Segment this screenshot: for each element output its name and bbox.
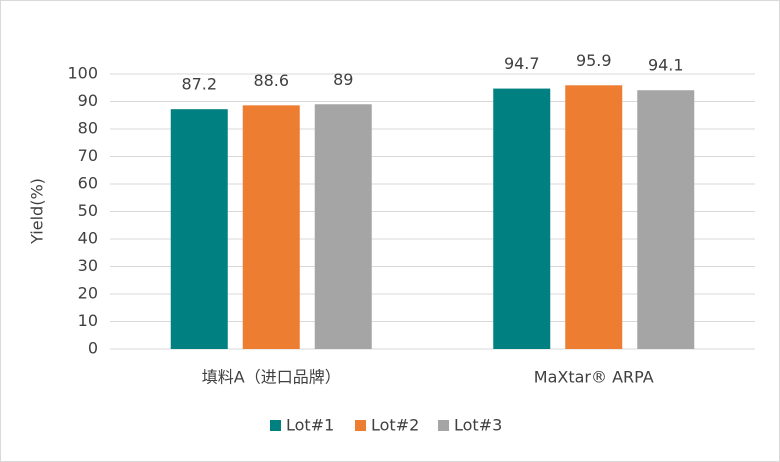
y-tick-label: 70 [78,146,98,165]
legend-label: Lot#2 [371,416,419,435]
legend-label: Lot#3 [454,416,502,435]
value-label: 94.1 [648,56,684,75]
value-label: 89 [333,70,353,89]
y-tick-label: 0 [88,339,98,358]
bar [493,88,551,349]
y-tick-label: 40 [78,229,98,248]
value-label: 87.2 [181,75,217,94]
y-tick-label: 60 [78,174,98,193]
y-tick-label: 50 [78,201,98,220]
bar [565,85,623,350]
value-label: 94.7 [504,54,540,73]
value-label: 88.6 [253,71,289,90]
y-tick-label: 20 [78,284,98,303]
legend-swatch [355,420,366,431]
y-tick-label: 100 [67,64,98,83]
legend-label: Lot#1 [286,416,334,435]
y-axis-label: Yield(%) [28,178,47,245]
bar [242,105,300,349]
bar [637,90,695,349]
bar [314,104,372,349]
y-tick-label: 90 [78,91,98,110]
y-tick-label: 10 [78,311,98,330]
x-tick-label: MaXtar® ARPA [534,368,654,387]
legend-swatch [438,420,449,431]
value-label: 95.9 [576,51,612,70]
y-tick-label: 30 [78,256,98,275]
x-tick-label: 填料A（进口品牌） [202,368,341,387]
legend-swatch [270,420,281,431]
y-tick-label: 80 [78,119,98,138]
bar [170,109,228,349]
